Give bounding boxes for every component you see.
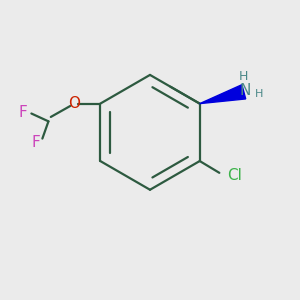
Text: F: F — [31, 135, 40, 150]
Polygon shape — [200, 85, 246, 104]
Text: F: F — [18, 104, 27, 119]
Text: H: H — [255, 89, 263, 99]
Text: N: N — [240, 83, 251, 98]
Text: H: H — [239, 70, 248, 83]
Text: O: O — [68, 96, 80, 111]
Text: Cl: Cl — [227, 168, 242, 183]
